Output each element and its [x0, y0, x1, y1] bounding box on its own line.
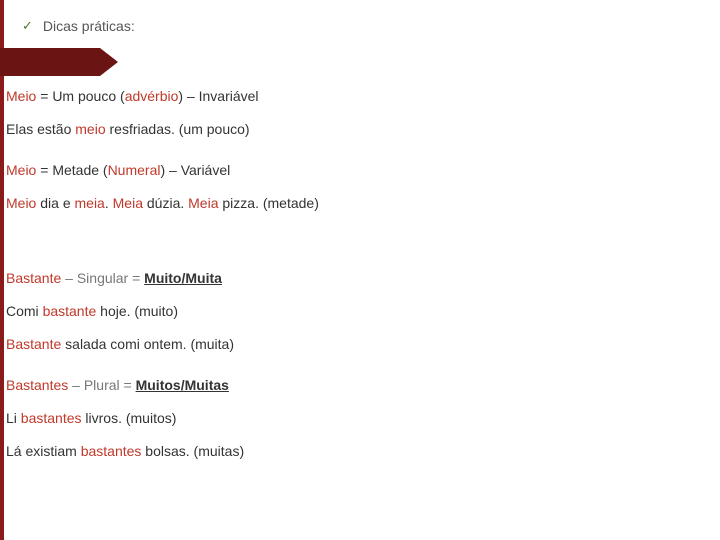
text: Bastantes [6, 377, 68, 393]
text: = Um pouco ( [36, 88, 124, 104]
bastantes-plural-rule: Bastantes – Plural = Muitos/Muitas [6, 375, 706, 396]
text: Bastante [6, 336, 61, 352]
text: salada comi ontem. (muita) [61, 336, 234, 352]
text: Comi [6, 303, 43, 319]
text: – Singular = [61, 270, 144, 286]
text: Meio [6, 162, 36, 178]
text: ) – Variável [160, 162, 230, 178]
text: Meia [188, 195, 218, 211]
text: – Plural = [68, 377, 135, 393]
text: Muitos/Muitas [136, 377, 229, 393]
text: hoje. (muito) [96, 303, 178, 319]
text: Meio [6, 195, 36, 211]
meio-numeral-rule: Meio = Metade (Numeral) – Variável [6, 160, 706, 181]
meio-adverbio-rule: Meio = Um pouco (advérbio) – Invariável [6, 86, 706, 107]
slide-content: ✓ Dicas práticas: Meio = Um pouco (advér… [6, 18, 706, 474]
text: resfriadas. (um pouco) [106, 121, 250, 137]
text: meia [75, 195, 105, 211]
text: livros. (muitos) [82, 410, 177, 426]
left-accent-bar [0, 0, 4, 540]
text: pizza. (metade) [219, 195, 319, 211]
text: . [105, 195, 113, 211]
text: = Metade ( [36, 162, 107, 178]
header-title: Dicas práticas: [43, 18, 135, 34]
text: dia e [36, 195, 74, 211]
text: Elas estão [6, 121, 75, 137]
text: meio [75, 121, 105, 137]
text: Lá existiam [6, 443, 81, 459]
text: Meia [113, 195, 143, 211]
text: bastantes [81, 443, 142, 459]
header-line: ✓ Dicas práticas: [22, 18, 706, 34]
bastantes-plural-ex1: Li bastantes livros. (muitos) [6, 408, 706, 429]
text: Bastante [6, 270, 61, 286]
meio-adverbio-example: Elas estão meio resfriadas. (um pouco) [6, 119, 706, 140]
text: Muito/Muita [144, 270, 222, 286]
bastante-singular-rule: Bastante – Singular = Muito/Muita [6, 268, 706, 289]
bastante-singular-ex1: Comi bastante hoje. (muito) [6, 301, 706, 322]
meio-numeral-example: Meio dia e meia. Meia dúzia. Meia pizza.… [6, 193, 706, 214]
text: dúzia. [143, 195, 188, 211]
check-icon: ✓ [22, 18, 33, 34]
bastantes-plural-ex2: Lá existiam bastantes bolsas. (muitas) [6, 441, 706, 462]
text: ) – Invariável [178, 88, 258, 104]
text: bolsas. (muitas) [141, 443, 244, 459]
text: Numeral [108, 162, 161, 178]
text: bastantes [21, 410, 82, 426]
text: advérbio [125, 88, 179, 104]
text: Meio [6, 88, 36, 104]
bastante-singular-ex2: Bastante salada comi ontem. (muita) [6, 334, 706, 355]
text: Li [6, 410, 21, 426]
text: bastante [43, 303, 97, 319]
